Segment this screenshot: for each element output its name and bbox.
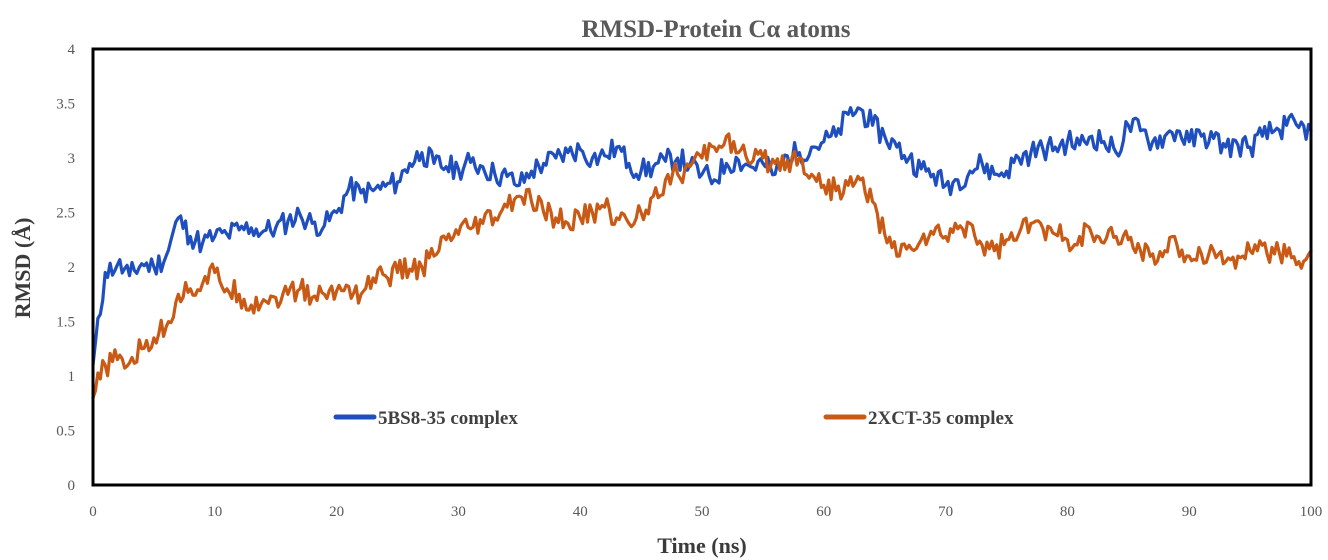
x-tick-label: 10 <box>207 504 222 520</box>
y-tick-label: 1 <box>68 369 76 385</box>
x-tick-label: 50 <box>695 504 710 520</box>
y-axis-label: RMSD (Å) <box>10 218 35 319</box>
series-layer <box>91 106 1313 400</box>
series-line <box>91 132 1313 400</box>
y-tick-label: 4 <box>68 42 76 58</box>
y-tick-label: 2 <box>68 260 76 276</box>
y-tick-label: 1.5 <box>56 315 75 331</box>
x-axis-label: Time (ns) <box>657 533 746 558</box>
legend-label: 2XCT-35 complex <box>868 408 1014 429</box>
legend-label: 5BS8-35 complex <box>378 408 518 429</box>
y-tick-label: 3 <box>68 151 76 167</box>
x-tick-label: 30 <box>451 504 466 520</box>
x-tick-label: 20 <box>329 504 344 520</box>
y-tick-label: 0 <box>68 478 76 494</box>
y-tick-label: 3.5 <box>56 97 75 113</box>
x-tick-label: 40 <box>573 504 588 520</box>
y-tick-label: 0.5 <box>56 424 75 440</box>
chart-title: RMSD-Protein Cα atoms <box>581 16 850 43</box>
legend: 5BS8-35 complex 2XCT-35 complex <box>333 408 1014 429</box>
x-tick-label: 100 <box>1300 504 1323 520</box>
x-tick-label: 90 <box>1182 504 1197 520</box>
x-tick-label: 60 <box>816 504 831 520</box>
tick-labels: 0 10 20 30 40 50 60 70 80 90 100 0 0.5 1 1.5 2 2.5 3 3.5 4 <box>56 42 1322 520</box>
x-tick-label: 0 <box>89 504 97 520</box>
plot-area-border <box>91 47 1313 487</box>
y-tick-label: 2.5 <box>56 206 75 222</box>
x-tick-label: 80 <box>1060 504 1075 520</box>
series-line <box>91 106 1313 367</box>
x-tick-label: 70 <box>938 504 953 520</box>
